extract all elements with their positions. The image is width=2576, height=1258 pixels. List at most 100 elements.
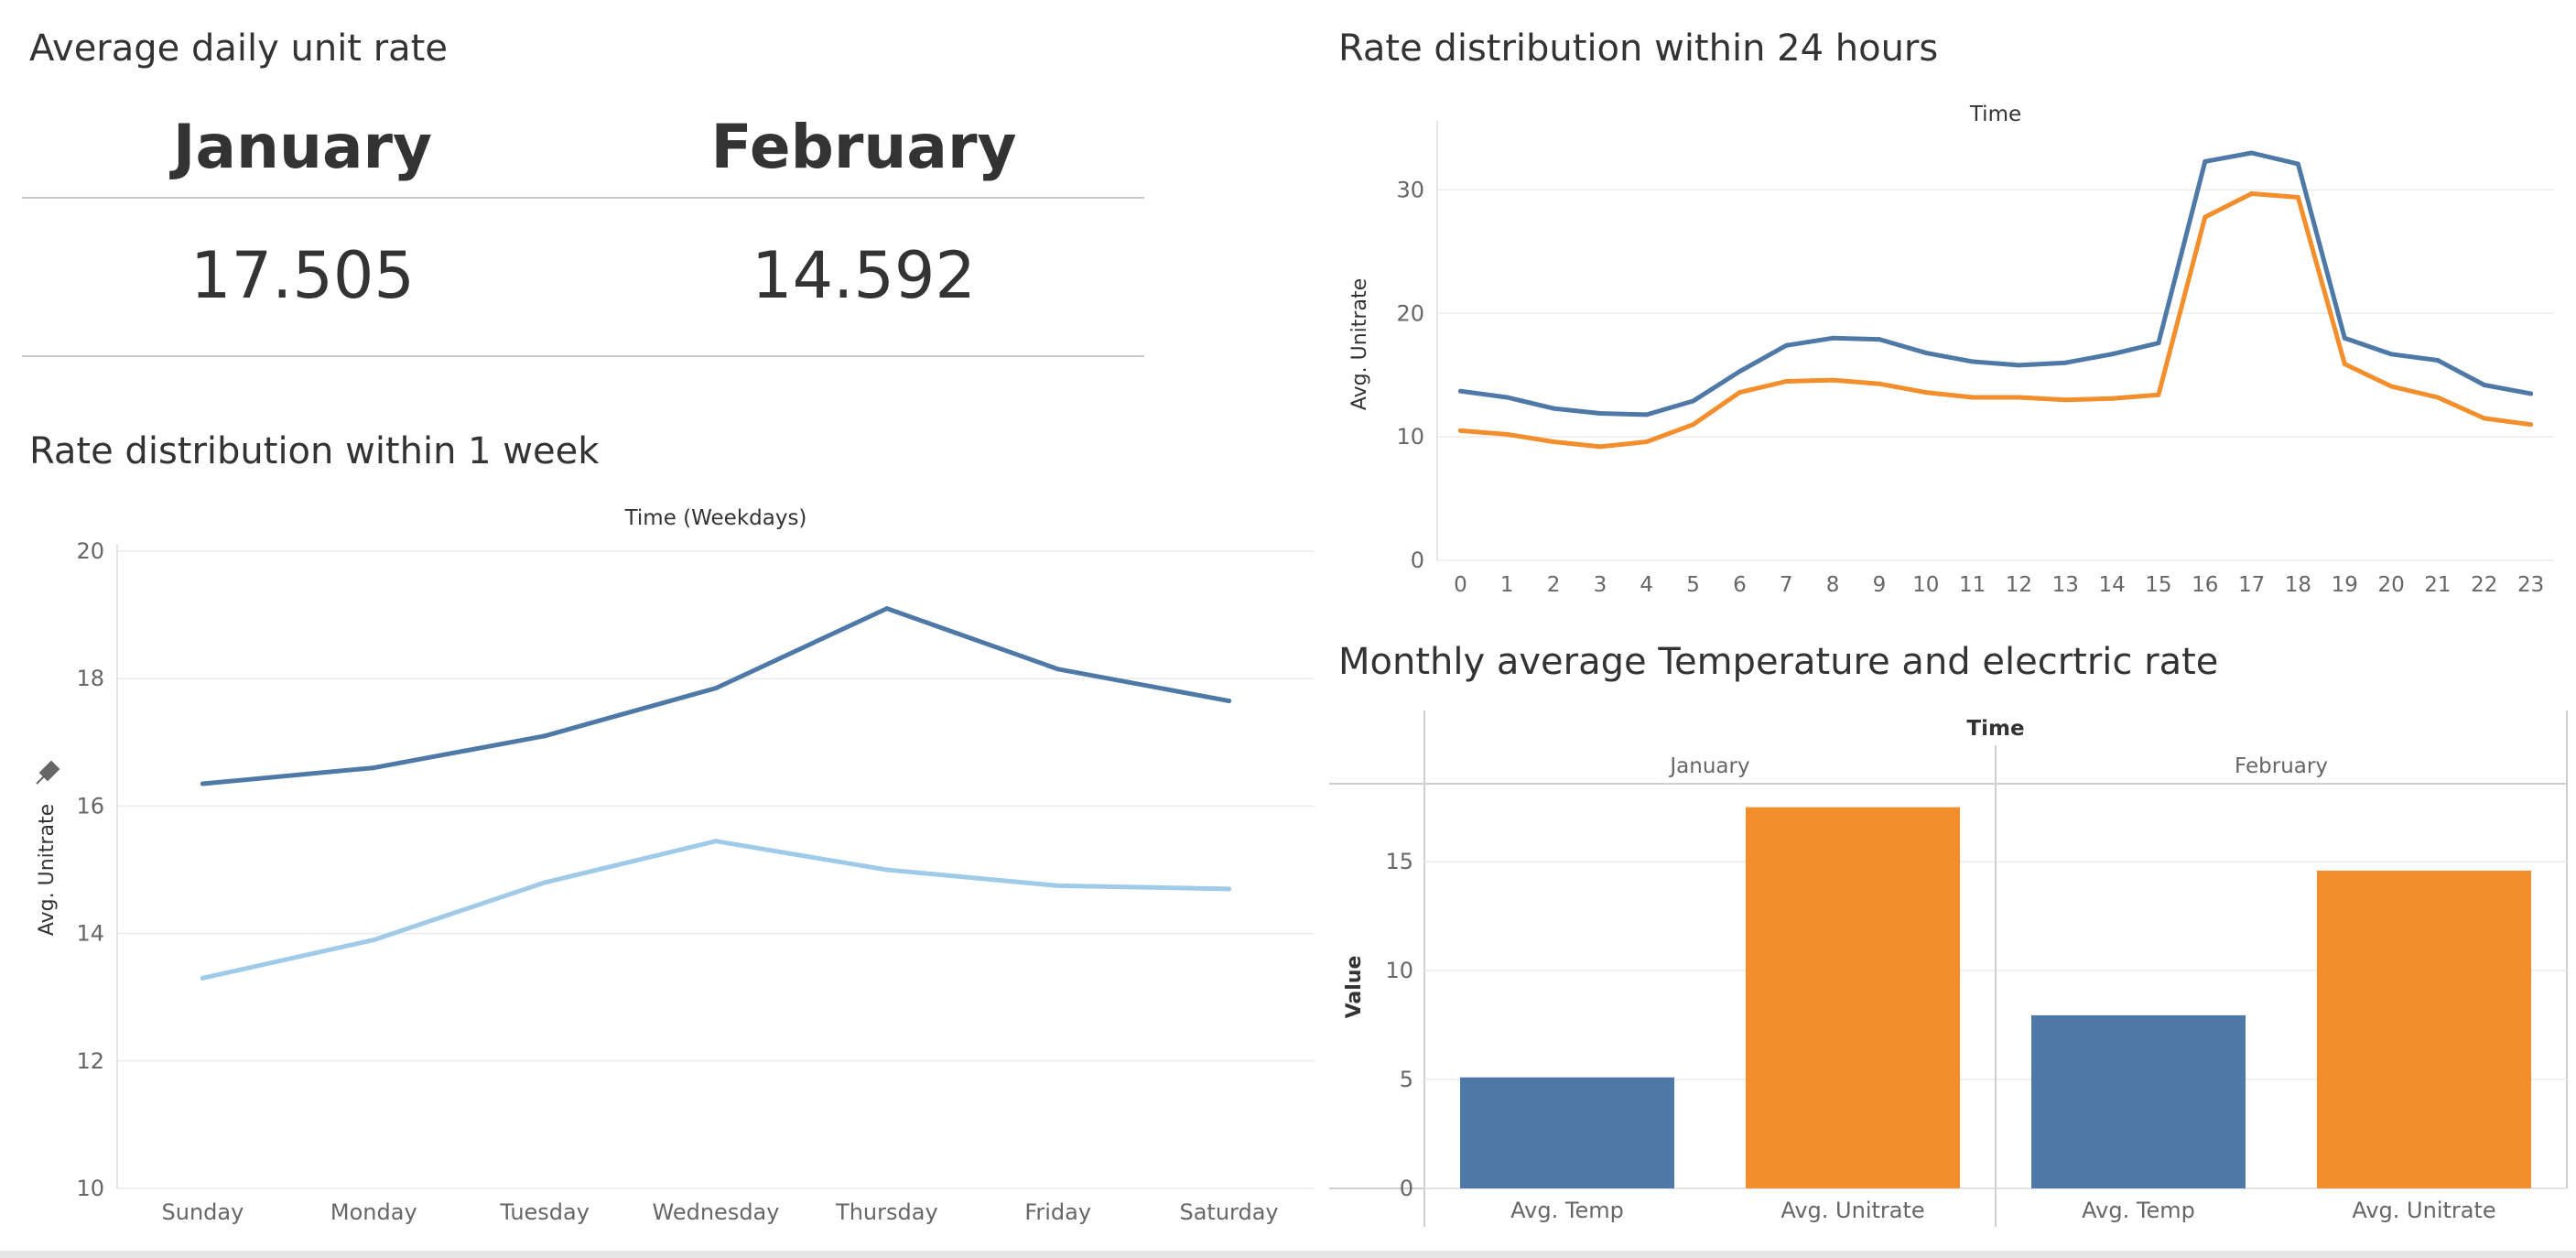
hourly-series-2-point	[1923, 390, 1929, 396]
hourly-series-1-point	[2109, 352, 2115, 357]
weekly-series-1-point	[1055, 667, 1061, 672]
hourly-y-axis-title: Avg. Unitrate	[1348, 278, 1371, 410]
weekly-x-tick-label: Monday	[330, 1199, 417, 1225]
monthly-y-axis-title: Value	[1343, 956, 1366, 1019]
hourly-x-tick-label: 1	[1500, 573, 1514, 597]
hourly-series-1-point	[2435, 358, 2441, 363]
hourly-series-1-point	[2062, 360, 2068, 365]
monthly-y-tick-label: 15	[1385, 849, 1413, 874]
weekly-x-tick-label: Saturday	[1179, 1199, 1278, 1225]
hourly-x-tick-label: 0	[1454, 573, 1467, 597]
hourly-series-1-point	[2528, 391, 2534, 396]
monthly-group-label: January	[1668, 754, 1749, 778]
hourly-x-tick-label: 19	[2332, 573, 2358, 597]
hourly-x-tick-label: 2	[1547, 573, 1561, 597]
kpi-divider-bottom	[22, 355, 1144, 357]
hourly-series-1-point	[1504, 395, 1510, 400]
hourly-series-1-point	[1551, 406, 1556, 411]
hourly-series-2-point	[2109, 396, 2115, 401]
kpi-january-label: January	[172, 112, 433, 182]
weekly-series-2-point	[713, 839, 719, 844]
hourly-x-tick-label: 22	[2471, 573, 2497, 597]
weekly-series-2-point	[200, 975, 205, 981]
hourly-series-1-point	[1970, 359, 1975, 364]
hourly-series-2-point	[1457, 428, 1463, 433]
monthly-group-label: February	[2235, 754, 2328, 778]
monthly-x-tick-label: Avg. Unitrate	[2352, 1198, 2495, 1223]
weekly-series-2-point	[1227, 886, 1232, 892]
monthly-chart-title: Monthly average Temperature and elecrtri…	[1338, 641, 2219, 683]
hourly-x-tick-label: 11	[1959, 573, 1986, 597]
hourly-series-1-point	[2203, 158, 2208, 164]
hourly-x-tick-label: 9	[1873, 573, 1887, 597]
weekly-series-2-point	[884, 867, 890, 873]
weekly-series-1-point	[884, 606, 890, 612]
monthly-y-tick-label: 5	[1400, 1067, 1413, 1092]
monthly-x-tick-label: Avg. Temp	[1510, 1198, 1624, 1223]
hourly-x-tick-label: 5	[1686, 573, 1700, 597]
hourly-x-tick-label: 12	[2006, 573, 2032, 597]
weekly-chart-title: Rate distribution within 1 week	[29, 430, 600, 472]
weekly-x-tick-label: Tuesday	[499, 1199, 590, 1225]
hourly-series-line-2	[1457, 191, 2534, 450]
kpi-february-value: 14.592	[752, 238, 976, 313]
hourly-series-2-point	[1504, 431, 1510, 437]
hourly-x-tick-label: 18	[2285, 573, 2311, 597]
hourly-series-2-point	[1737, 390, 1742, 396]
weekly-y-tick-label: 18	[76, 666, 104, 691]
hourly-x-tick-label: 20	[2377, 573, 2404, 597]
weekly-line-chart: Time (Weekdays) Avg. Unitrate 10 12 14 16 18 20…	[36, 506, 1315, 1225]
hourly-x-tick-label: 23	[2517, 573, 2544, 597]
monthly-bar	[1460, 1077, 1674, 1188]
monthly-bar-chart: Time Value 0 5 10 15 January Avg. Temp Avg. Unit…	[1329, 710, 2568, 1227]
kpi-divider-top	[22, 197, 1144, 199]
hourly-series-2-point	[2435, 395, 2441, 400]
hourly-series-2-point	[2482, 416, 2487, 421]
hourly-series-2-point	[2295, 195, 2300, 201]
hourly-y-tick-label: 20	[1396, 300, 1424, 326]
monthly-bar	[2317, 870, 2531, 1188]
weekly-y-axis-title: Avg. Unitrate	[36, 804, 59, 936]
weekly-y-tick-label: 10	[76, 1176, 104, 1201]
hourly-series-1-point	[1737, 369, 1742, 374]
hourly-series-1-point	[2249, 150, 2255, 156]
weekly-y-tick-label: 14	[76, 921, 104, 947]
monthly-bar	[1746, 807, 1960, 1188]
weekly-series-2-point	[542, 880, 547, 885]
weekly-x-tick-label: Sunday	[162, 1199, 244, 1225]
weekly-series-1-point	[200, 781, 205, 786]
weekly-series-line-1	[200, 606, 1232, 786]
hourly-series-2-point	[1551, 439, 1556, 445]
hourly-x-tick-label: 15	[2145, 573, 2171, 597]
weekly-y-tick-label: 20	[76, 538, 104, 564]
weekly-x-tick-label: Wednesday	[653, 1199, 780, 1225]
hourly-series-2-point	[2342, 362, 2347, 367]
hourly-x-tick-label: 8	[1826, 573, 1840, 597]
hourly-x-tick-label: 14	[2098, 573, 2125, 597]
hourly-series-1-point	[1877, 337, 1882, 342]
hourly-series-2-point	[1877, 381, 1882, 386]
hourly-y-tick-label: 10	[1396, 424, 1424, 450]
hourly-series-2-point	[1783, 378, 1789, 384]
monthly-bar	[2031, 1014, 2246, 1188]
hourly-series-1-point	[1830, 335, 1835, 341]
weekly-y-tick-label: 16	[76, 793, 104, 819]
hourly-series-1-point	[2295, 161, 2300, 167]
monthly-x-tick-label: Avg. Temp	[2082, 1198, 2195, 1223]
hourly-series-1-point	[2156, 341, 2161, 346]
hourly-x-tick-label: 7	[1780, 573, 1793, 597]
kpi-january-value: 17.505	[190, 238, 415, 313]
weekly-series-1-point	[1227, 699, 1232, 704]
monthly-y-tick-label: 0	[1400, 1176, 1413, 1201]
hourly-y-tick-label: 0	[1411, 548, 1424, 573]
kpi-table: January February 17.505 14.592	[22, 101, 1144, 359]
hourly-series-1-point	[2388, 352, 2394, 357]
hourly-series-2-point	[2016, 395, 2021, 400]
weekly-series-1-point	[713, 686, 719, 691]
hourly-series-2-point	[2156, 392, 2161, 397]
hourly-series-2-point	[1644, 439, 1650, 445]
hourly-x-tick-label: 17	[2238, 573, 2265, 597]
weekly-series-1-point	[542, 733, 547, 739]
hourly-series-2-point	[2203, 214, 2208, 220]
